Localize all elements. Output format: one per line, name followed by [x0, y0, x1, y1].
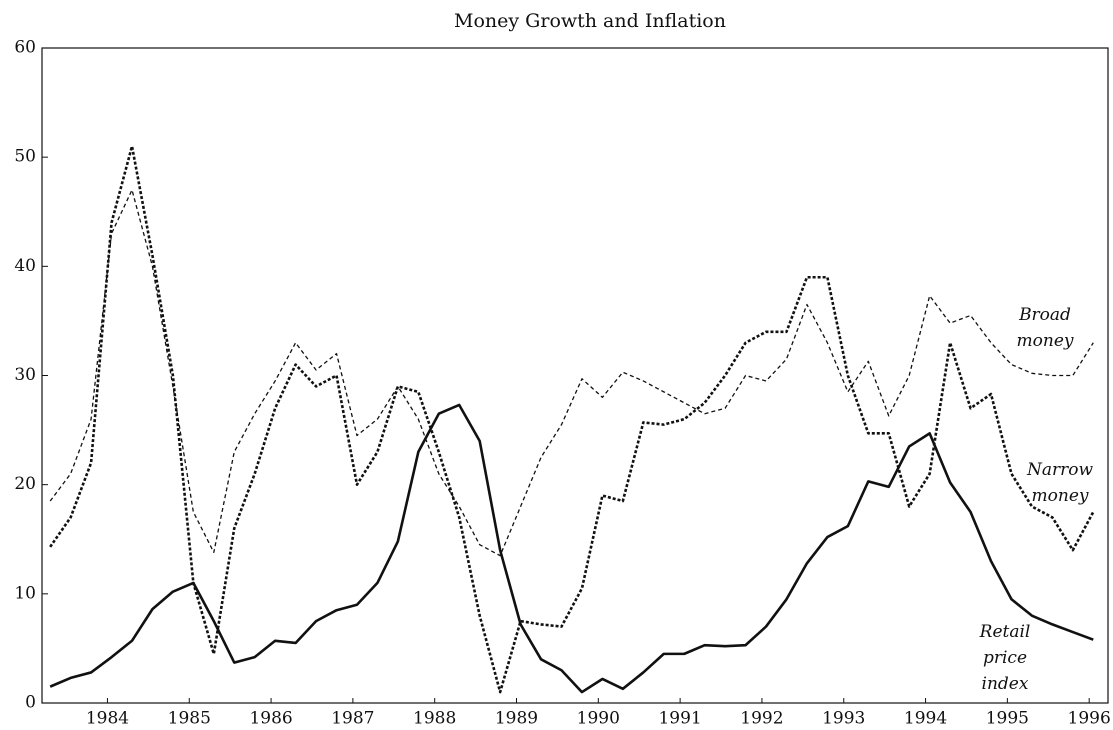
y-tick-label: 20	[14, 474, 36, 494]
series-label: Retail price index	[979, 622, 1031, 694]
x-tick-label: 1993	[822, 709, 865, 729]
x-tick-label: 1995	[986, 709, 1029, 729]
x-tick-label: 1994	[904, 709, 947, 729]
y-tick-label: 10	[14, 583, 36, 603]
chart-title: Money Growth and Inflation	[454, 10, 726, 32]
y-tick-label: 60	[14, 38, 36, 58]
x-tick-label: 1996	[1068, 709, 1111, 729]
x-tick-label: 1991	[658, 709, 701, 729]
x-tick-label: 1988	[413, 709, 456, 729]
plot-frame	[41, 47, 1109, 704]
x-tick-label: 1986	[249, 709, 292, 729]
series-line	[49, 144, 1095, 694]
y-tick-label: 0	[25, 693, 36, 713]
series-line	[49, 189, 1094, 557]
x-tick-label: 1990	[577, 709, 620, 729]
series-label: Narrow money	[1026, 460, 1093, 506]
x-tick-label: 1992	[740, 709, 783, 729]
x-tick-label: 1989	[495, 709, 538, 729]
y-tick-label: 40	[14, 256, 36, 276]
y-tick-label: 30	[14, 365, 36, 385]
series-label: Broad money	[1017, 305, 1074, 351]
x-tick-label: 1984	[86, 709, 129, 729]
y-tick-label: 50	[14, 147, 36, 167]
x-tick-label: 1987	[331, 709, 374, 729]
x-tick-label: 1985	[168, 709, 211, 729]
series-line	[49, 403, 1094, 694]
